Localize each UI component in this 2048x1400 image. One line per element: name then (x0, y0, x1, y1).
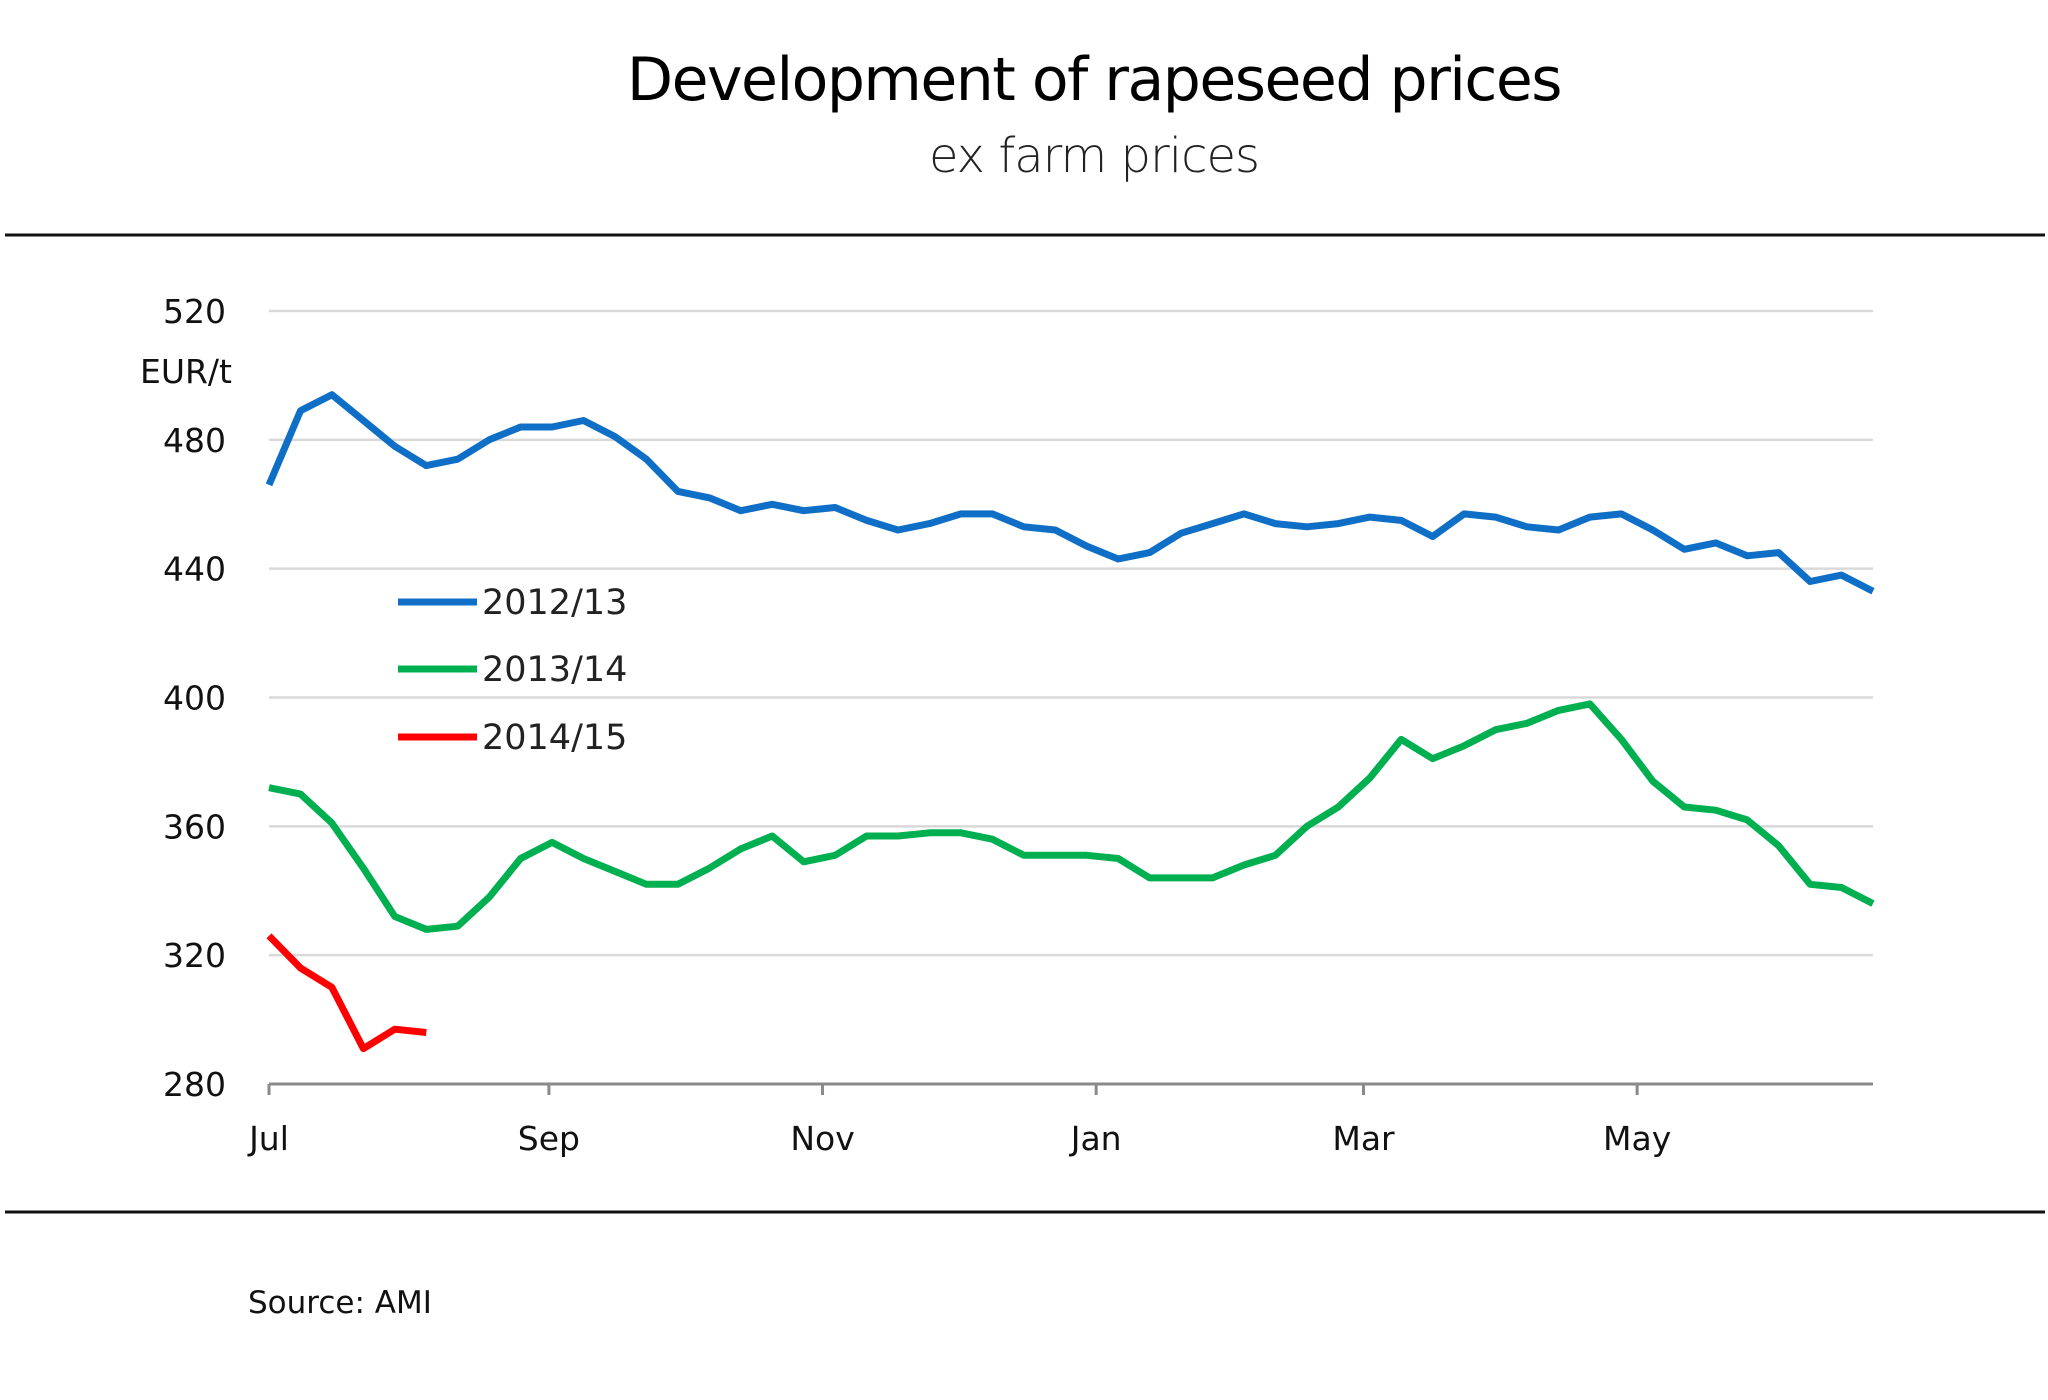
y-axis-ticks: 280 320 360 400 440 480 520 (163, 292, 226, 1104)
y-axis-unit-label: EUR/t (140, 352, 232, 391)
series-line-2014-15 (266, 933, 427, 1053)
x-axis-ticks: Jul Sep Nov Jan Mar May (247, 1084, 1671, 1158)
y-tick-label: 480 (163, 421, 226, 460)
legend-label: 2012/13 (482, 583, 627, 623)
y-tick-label: 400 (163, 679, 226, 718)
series-line-2013-14 (268, 700, 1875, 933)
chart-subtitle: ex farm prices (929, 128, 1259, 184)
series-lines (265, 391, 1875, 1053)
y-tick-label: 360 (163, 807, 226, 846)
x-tick-label: Jan (1069, 1119, 1122, 1158)
y-tick-label: 440 (163, 550, 226, 589)
gridlines (269, 309, 1873, 957)
x-tick-label: Sep (518, 1119, 580, 1158)
series-line-2012-13 (265, 391, 1875, 595)
x-tick-label: Jul (247, 1119, 289, 1158)
legend-item: 2014/15 (398, 718, 627, 758)
x-tick-label: Mar (1332, 1119, 1395, 1158)
legend-item: 2013/14 (398, 650, 627, 690)
y-tick-label: 320 (163, 936, 226, 975)
legend-label: 2013/14 (482, 650, 627, 690)
legend: 2012/13 2013/14 2014/15 (398, 583, 627, 758)
x-tick-label: Nov (790, 1119, 854, 1158)
source-note: Source: AMI (248, 1285, 432, 1321)
y-tick-label: 280 (163, 1065, 226, 1104)
y-tick-label: 520 (163, 292, 226, 331)
x-tick-label: May (1603, 1119, 1671, 1158)
legend-label: 2014/15 (482, 718, 627, 758)
chart-title: Development of rapeseed prices (627, 45, 1561, 115)
legend-item: 2012/13 (398, 583, 627, 623)
